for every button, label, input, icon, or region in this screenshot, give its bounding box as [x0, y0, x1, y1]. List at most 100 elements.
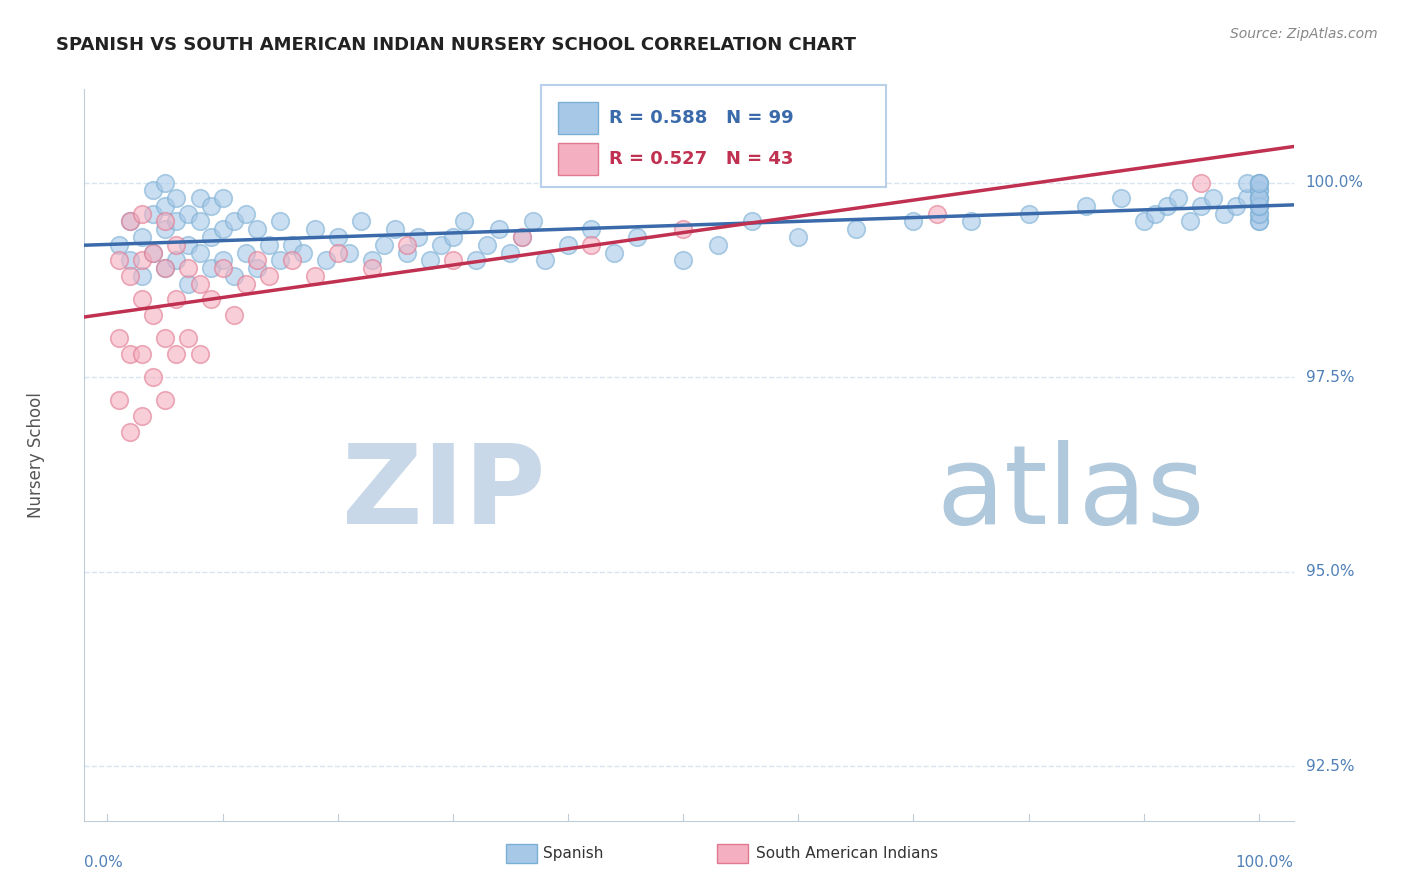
Text: 92.5%: 92.5%	[1306, 759, 1354, 773]
Point	[108, 393, 131, 408]
Point	[177, 237, 200, 252]
Point	[1144, 207, 1167, 221]
Point	[441, 253, 464, 268]
Point	[177, 261, 200, 276]
Point	[200, 199, 222, 213]
Text: atlas: atlas	[936, 441, 1205, 548]
Point	[131, 409, 153, 423]
Point	[142, 245, 165, 260]
Point	[120, 253, 142, 268]
Point	[1247, 214, 1270, 228]
Point	[269, 214, 291, 228]
Point	[235, 277, 257, 291]
Point	[1178, 214, 1201, 228]
Text: 100.0%: 100.0%	[1306, 175, 1364, 190]
Point	[153, 393, 176, 408]
Point	[108, 237, 131, 252]
Point	[120, 268, 142, 283]
Text: Spanish: Spanish	[543, 847, 603, 861]
Point	[131, 253, 153, 268]
Text: SPANISH VS SOUTH AMERICAN INDIAN NURSERY SCHOOL CORRELATION CHART: SPANISH VS SOUTH AMERICAN INDIAN NURSERY…	[56, 36, 856, 54]
Point	[131, 293, 153, 307]
Point	[166, 237, 188, 252]
Point	[246, 261, 269, 276]
Text: Nursery School: Nursery School	[27, 392, 45, 518]
Point	[246, 253, 269, 268]
Point	[108, 331, 131, 345]
Point	[257, 268, 280, 283]
Point	[361, 261, 384, 276]
Point	[235, 207, 257, 221]
Point	[430, 237, 453, 252]
Text: 0.0%: 0.0%	[84, 855, 124, 871]
Point	[153, 331, 176, 345]
Point	[384, 222, 406, 236]
Point	[557, 237, 579, 252]
Text: ZIP: ZIP	[342, 441, 546, 548]
Point	[235, 245, 257, 260]
Point	[211, 253, 233, 268]
Point	[603, 245, 626, 260]
Point	[1189, 176, 1212, 190]
Point	[579, 237, 602, 252]
Point	[166, 214, 188, 228]
Point	[845, 222, 868, 236]
Point	[741, 214, 763, 228]
Point	[153, 261, 176, 276]
Point	[177, 277, 200, 291]
Point	[1236, 176, 1258, 190]
Point	[120, 425, 142, 439]
Point	[166, 253, 188, 268]
Point	[188, 214, 211, 228]
Point	[441, 230, 464, 244]
Point	[395, 245, 418, 260]
Point	[1247, 191, 1270, 205]
Point	[522, 214, 544, 228]
Point	[142, 308, 165, 322]
Text: R = 0.588   N = 99: R = 0.588 N = 99	[609, 109, 793, 127]
Point	[280, 253, 302, 268]
Point	[222, 214, 245, 228]
Point	[672, 222, 695, 236]
Point	[706, 237, 728, 252]
Point	[787, 230, 810, 244]
Point	[246, 222, 269, 236]
Text: Source: ZipAtlas.com: Source: ZipAtlas.com	[1230, 27, 1378, 41]
Point	[1247, 199, 1270, 213]
Point	[1236, 191, 1258, 205]
Text: 97.5%: 97.5%	[1306, 369, 1354, 384]
Point	[326, 230, 349, 244]
Point	[153, 261, 176, 276]
Point	[903, 214, 925, 228]
Point	[153, 176, 176, 190]
Point	[188, 245, 211, 260]
Point	[1247, 176, 1270, 190]
Point	[200, 293, 222, 307]
Point	[222, 268, 245, 283]
Point	[1247, 191, 1270, 205]
Point	[579, 222, 602, 236]
Point	[488, 222, 510, 236]
Point	[131, 207, 153, 221]
Point	[120, 214, 142, 228]
Point	[477, 237, 499, 252]
Point	[1076, 199, 1098, 213]
Point	[142, 370, 165, 384]
Text: R = 0.527   N = 43: R = 0.527 N = 43	[609, 150, 793, 168]
Point	[153, 214, 176, 228]
Point	[1247, 207, 1270, 221]
Point	[1247, 207, 1270, 221]
Text: 100.0%: 100.0%	[1236, 855, 1294, 871]
Point	[211, 261, 233, 276]
Point	[1225, 199, 1247, 213]
Point	[188, 191, 211, 205]
Point	[304, 268, 326, 283]
Point	[626, 230, 648, 244]
Point	[1247, 214, 1270, 228]
Point	[142, 245, 165, 260]
Point	[1247, 199, 1270, 213]
Point	[200, 230, 222, 244]
Point	[166, 191, 188, 205]
Point	[453, 214, 475, 228]
Point	[1133, 214, 1156, 228]
